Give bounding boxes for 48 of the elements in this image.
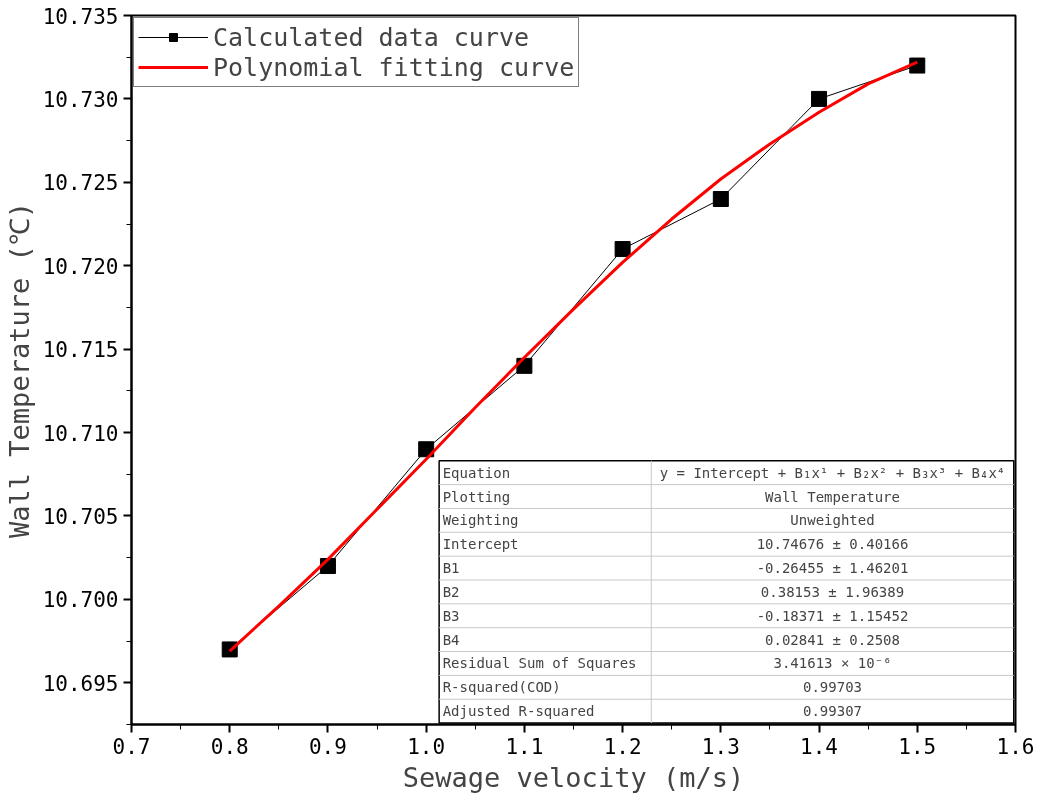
x-tick-label: 1.0 [407,734,446,759]
annotation: 3.41613 × 10⁻⁶ [773,655,892,672]
y-tick-label: 10.700 [42,588,119,613]
annotation: -0.26455 ± 1.46201 [756,560,909,577]
annotation: B4 [442,631,460,648]
annotation: Residual Sum of Squares [442,655,637,672]
x-axis-title: Sewage velocity (m/s) [402,761,745,793]
y-tick-label: 10.730 [42,87,119,112]
annotation: 0.02841 ± 0.2508 [765,631,900,648]
x-tick-label: 1.3 [701,734,740,759]
y-axis-title: Wall Temperature (℃) [3,202,35,538]
x-tick-label: 1.2 [603,734,642,759]
annotation: R-squared(COD) [442,679,561,696]
annotation: 0.38153 ± 1.96389 [760,583,905,600]
annotation: y = Intercept + B₁x¹ + B₂x² + B₃x³ + B₄x⁴ [659,464,1006,481]
annotation: Weighting [442,512,519,529]
annotation: B2 [442,583,460,600]
x-tick-label: 0.8 [210,734,249,759]
y-tick-label: 10.710 [42,421,119,446]
y-tick-label: 10.735 [42,4,119,29]
y-tick-label: 10.695 [42,671,119,696]
y-tick-label: 10.720 [42,254,119,279]
legend-label: Calculated data curve [213,22,530,52]
y-tick-label: 10.705 [42,504,119,529]
annotation: 10.74676 ± 0.40166 [756,536,909,553]
x-tick-label: 1.4 [800,734,839,759]
annotation: Intercept [442,536,519,553]
annotation: Adjusted R-squared [442,703,595,720]
point [811,90,828,107]
point [712,191,729,208]
annotation: 0.99703 [803,679,863,696]
y-tick-label: 10.715 [42,338,119,363]
x-tick-label: 1.1 [505,734,544,759]
annotation: B1 [442,560,460,577]
annotation: Plotting [442,488,511,505]
point [614,241,631,258]
annotation: Unweighted [790,512,875,529]
legend-label: Polynomial fitting curve [213,52,575,82]
x-tick-label: 1.6 [996,734,1035,759]
annotation: -0.18371 ± 1.15452 [756,607,909,624]
x-tick-label: 0.7 [112,734,151,759]
y-tick-label: 10.725 [42,171,119,196]
annotation: B3 [442,607,460,624]
x-tick-label: 1.5 [898,734,937,759]
annotation: Wall Temperature [765,488,900,505]
annotation: 0.99307 [803,703,863,720]
annotation: Equation [442,464,511,481]
x-tick-label: 0.9 [308,734,347,759]
